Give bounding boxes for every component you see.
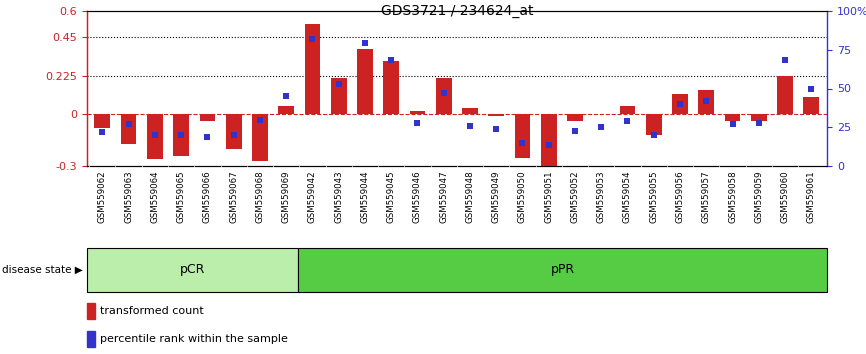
Bar: [462, 108, 478, 114]
Text: GSM559053: GSM559053: [597, 170, 605, 223]
Bar: [514, 114, 530, 158]
Bar: [278, 106, 294, 114]
Bar: [488, 114, 504, 116]
Bar: [384, 61, 399, 114]
Text: disease state ▶: disease state ▶: [2, 265, 82, 275]
Text: GSM559051: GSM559051: [544, 170, 553, 223]
Bar: [567, 114, 583, 121]
Text: GSM559044: GSM559044: [360, 170, 370, 223]
Bar: [541, 114, 557, 166]
Bar: [672, 94, 688, 114]
Bar: [298, 248, 827, 292]
Text: GSM559058: GSM559058: [728, 170, 737, 223]
Bar: [331, 78, 346, 114]
Bar: [619, 106, 636, 114]
Text: GSM559064: GSM559064: [151, 170, 159, 223]
Bar: [94, 114, 110, 128]
Bar: [305, 24, 320, 114]
Text: GSM559065: GSM559065: [177, 170, 185, 223]
Text: GSM559063: GSM559063: [124, 170, 133, 223]
Bar: [252, 114, 268, 161]
Text: GSM559056: GSM559056: [675, 170, 684, 223]
Text: GSM559069: GSM559069: [281, 170, 291, 223]
Bar: [436, 78, 451, 114]
Bar: [173, 114, 189, 156]
Text: GSM559045: GSM559045: [387, 170, 396, 223]
Text: GSM559057: GSM559057: [701, 170, 711, 223]
Text: GSM559042: GSM559042: [308, 170, 317, 223]
Bar: [87, 248, 298, 292]
Bar: [804, 97, 819, 114]
Bar: [698, 90, 714, 114]
Text: GSM559059: GSM559059: [754, 170, 763, 223]
Text: pPR: pPR: [551, 263, 575, 276]
Text: GSM559043: GSM559043: [334, 170, 343, 223]
Text: GSM559066: GSM559066: [203, 170, 212, 223]
Text: GSM559055: GSM559055: [650, 170, 658, 223]
Text: GSM559046: GSM559046: [413, 170, 422, 223]
Text: GSM559061: GSM559061: [807, 170, 816, 223]
Bar: [199, 114, 216, 121]
Text: GSM559047: GSM559047: [439, 170, 449, 223]
Bar: [725, 114, 740, 121]
Text: percentile rank within the sample: percentile rank within the sample: [100, 334, 288, 344]
Text: GSM559048: GSM559048: [465, 170, 475, 223]
Text: GSM559068: GSM559068: [255, 170, 264, 223]
Bar: [120, 114, 137, 144]
Bar: [751, 114, 766, 121]
Text: GDS3721 / 234624_at: GDS3721 / 234624_at: [380, 4, 533, 18]
Bar: [410, 111, 425, 114]
Text: GSM559049: GSM559049: [492, 170, 501, 223]
Text: pCR: pCR: [179, 263, 205, 276]
Text: GSM559067: GSM559067: [229, 170, 238, 223]
Text: GSM559054: GSM559054: [623, 170, 632, 223]
Text: GSM559052: GSM559052: [571, 170, 579, 223]
Bar: [87, 331, 95, 347]
Bar: [226, 114, 242, 149]
Text: GSM559060: GSM559060: [780, 170, 790, 223]
Bar: [646, 114, 662, 135]
Bar: [87, 303, 95, 319]
Text: GSM559050: GSM559050: [518, 170, 527, 223]
Bar: [147, 114, 163, 159]
Bar: [777, 76, 793, 114]
Text: transformed count: transformed count: [100, 306, 204, 316]
Bar: [357, 49, 372, 114]
Text: GSM559062: GSM559062: [98, 170, 107, 223]
